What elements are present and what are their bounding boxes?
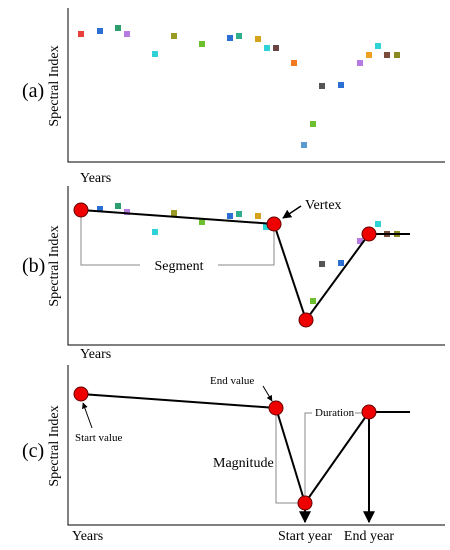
fit-line (80, 393, 410, 506)
point (301, 142, 307, 148)
point (319, 83, 325, 89)
point (152, 51, 158, 57)
point (357, 238, 363, 244)
annotation: End value (210, 375, 254, 387)
point (338, 82, 344, 88)
vertex (268, 400, 284, 416)
vertex (73, 202, 89, 218)
axes (67, 8, 445, 163)
panel-b: (b) Spectral Index Years Segment Vertex (22, 186, 445, 362)
axes (67, 365, 445, 526)
panel-label: (c) (22, 440, 44, 462)
point (227, 35, 233, 41)
y-axis-label: Spectral Index (47, 225, 62, 306)
point (375, 221, 381, 227)
points (78, 25, 400, 148)
point (384, 52, 390, 58)
axes (67, 186, 445, 346)
x-axis-label: Years (80, 171, 111, 186)
point (375, 43, 381, 49)
point (124, 31, 130, 37)
vertex (73, 386, 89, 402)
annotation: End year (344, 529, 394, 544)
point (310, 121, 316, 127)
point (97, 206, 103, 212)
point (236, 33, 242, 39)
point (357, 60, 363, 66)
points (97, 203, 400, 304)
x-axis-label: Years (80, 347, 111, 362)
point (291, 60, 297, 66)
point (366, 52, 372, 58)
vertex (297, 495, 313, 511)
point (199, 219, 205, 225)
point (97, 28, 103, 34)
annotation: Duration (315, 407, 355, 419)
y-axis-label: Spectral Index (47, 45, 62, 126)
point (394, 52, 400, 58)
point (255, 213, 261, 219)
point (199, 41, 205, 47)
arrow (262, 385, 273, 402)
vertex (298, 312, 314, 328)
point (319, 261, 325, 267)
arrow (282, 205, 302, 219)
panel-c: (c) Spectral Index Years Duration Magnit… (22, 365, 445, 544)
point (338, 260, 344, 266)
point (152, 229, 158, 235)
vertex (361, 404, 377, 420)
point (310, 298, 316, 304)
vertex (266, 216, 282, 232)
panel-label: (a) (22, 80, 44, 102)
magnitude-bracket (275, 408, 305, 504)
point (171, 210, 177, 216)
point (273, 45, 279, 51)
annotation: Start year (278, 529, 332, 544)
panel-a: (a) Spectral Index Years (22, 8, 445, 186)
y-axis-label: Spectral Index (47, 405, 62, 486)
panel-label: (b) (22, 255, 45, 277)
annotation: Segment (155, 259, 204, 274)
segment-bracket (80, 210, 275, 266)
point (227, 213, 233, 219)
point (263, 224, 269, 230)
arrow (82, 402, 93, 429)
x-axis-label: Years (72, 529, 103, 544)
annotation: Vertex (305, 198, 342, 213)
point (78, 31, 84, 37)
point (124, 209, 130, 215)
point (115, 25, 121, 31)
point (171, 33, 177, 39)
point (236, 211, 242, 217)
annotation: Start value (75, 432, 122, 444)
point (264, 45, 270, 51)
point (255, 36, 261, 42)
vertex (361, 226, 377, 242)
annotation: Magnitude (213, 456, 274, 471)
point (115, 203, 121, 209)
